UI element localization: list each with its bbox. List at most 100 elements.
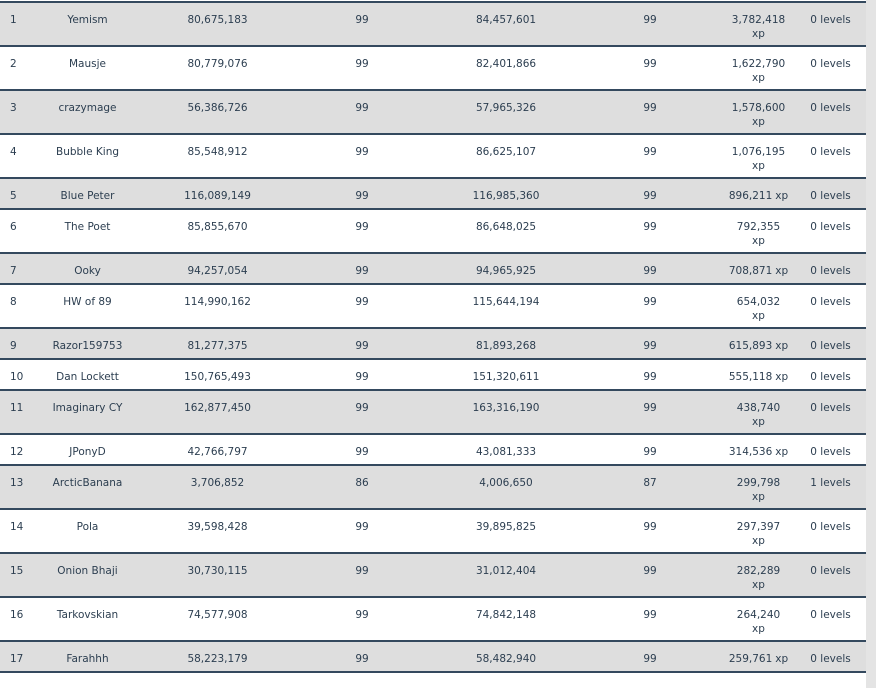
xp-unit: xp <box>752 72 765 84</box>
current-xp: 43,081,333 <box>434 433 578 466</box>
levels-gained: 1 levels <box>795 464 866 510</box>
rank-cell: 5 <box>0 177 30 210</box>
rank-cell: 12 <box>0 433 30 466</box>
start-level: 99 <box>290 508 434 554</box>
player-name: The Poet <box>30 208 145 254</box>
xp-value: 264,240 <box>736 609 781 621</box>
xp-unit: xp <box>775 653 789 665</box>
table-row: 17 Farahhh 58,223,179 99 58,482,940 99 259,761… <box>0 640 866 673</box>
current-level: 99 <box>578 133 722 179</box>
levels-gained: 0 levels <box>795 327 866 360</box>
player-name: Tarkovskian <box>30 596 145 642</box>
xp-value: 555,118 <box>728 371 773 383</box>
rank-cell: 7 <box>0 252 30 285</box>
start-level: 99 <box>290 133 434 179</box>
table-row: 4 Bubble King 85,548,912 99 86,625,107 99 1,07… <box>0 133 866 179</box>
start-level: 99 <box>290 552 434 598</box>
start-xp: 39,598,428 <box>145 508 290 554</box>
table-row: 6 The Poet 85,855,670 99 86,648,025 99 792,355… <box>0 208 866 254</box>
current-xp: 57,965,326 <box>434 89 578 135</box>
table-row: 5 Blue Peter 116,089,149 99 116,985,360 99 896… <box>0 177 866 210</box>
rank-cell: 15 <box>0 552 30 598</box>
start-level: 86 <box>290 464 434 510</box>
xp-value: 3,782,418 <box>731 14 786 26</box>
player-name: crazymage <box>30 89 145 135</box>
xp-value: 1,076,195 <box>731 146 786 158</box>
xp-value: 314,536 <box>728 446 773 458</box>
rank-cell: 10 <box>0 358 30 391</box>
current-xp: 31,012,404 <box>434 552 578 598</box>
table-row: 10 Dan Lockett 150,765,493 99 151,320,611 99 5… <box>0 358 866 391</box>
current-xp: 84,457,601 <box>434 1 578 47</box>
rank-cell: 14 <box>0 508 30 554</box>
table-row: 13 ArcticBanana 3,706,852 86 4,006,650 87 299,… <box>0 464 866 510</box>
current-xp: 86,648,025 <box>434 208 578 254</box>
levels-gained: 0 levels <box>795 208 866 254</box>
start-level: 99 <box>290 1 434 47</box>
table-row: 16 Tarkovskian 74,577,908 99 74,842,148 99 264… <box>0 596 866 642</box>
page-edge <box>866 0 876 688</box>
levels-gained: 0 levels <box>795 508 866 554</box>
start-level: 99 <box>290 208 434 254</box>
current-xp: 39,895,825 <box>434 508 578 554</box>
current-level: 99 <box>578 89 722 135</box>
player-name: Onion Bhaji <box>30 552 145 598</box>
leaderboard-table: 1 Yemism 80,675,183 99 84,457,601 99 3,782,418… <box>0 1 866 673</box>
current-xp: 94,965,925 <box>434 252 578 285</box>
start-xp: 30,730,115 <box>145 552 290 598</box>
xp-gained: 264,240 xp <box>722 596 795 642</box>
xp-value: 792,355 <box>736 221 781 233</box>
current-level: 99 <box>578 433 722 466</box>
xp-value: 1,622,790 <box>731 58 786 70</box>
xp-gained: 896,211 xp <box>722 177 795 210</box>
current-level: 99 <box>578 45 722 91</box>
current-xp: 86,625,107 <box>434 133 578 179</box>
xp-value: 708,871 <box>728 265 773 277</box>
levels-gained: 0 levels <box>795 1 866 47</box>
table-row: 3 crazymage 56,386,726 99 57,965,326 99 1,578,… <box>0 89 866 135</box>
levels-gained: 0 levels <box>795 358 866 391</box>
start-xp: 81,277,375 <box>145 327 290 360</box>
rank-cell: 2 <box>0 45 30 91</box>
player-name: ArcticBanana <box>30 464 145 510</box>
current-level: 99 <box>578 1 722 47</box>
rank-cell: 1 <box>0 1 30 47</box>
table-row: 9 Razor159753 81,277,375 99 81,893,268 99 615,… <box>0 327 866 360</box>
xp-unit: xp <box>775 371 789 383</box>
xp-gained: 708,871 xp <box>722 252 795 285</box>
current-level: 99 <box>578 208 722 254</box>
xp-value: 297,397 <box>736 521 781 533</box>
player-name: JPonyD <box>30 433 145 466</box>
xp-value: 259,761 <box>728 653 773 665</box>
xp-unit: xp <box>752 491 765 503</box>
current-level: 99 <box>578 252 722 285</box>
current-level: 99 <box>578 283 722 329</box>
xp-gained: 654,032 xp <box>722 283 795 329</box>
table-row: 8 HW of 89 114,990,162 99 115,644,194 99 654,0… <box>0 283 866 329</box>
start-xp: 58,223,179 <box>145 640 290 673</box>
xp-unit: xp <box>752 623 765 635</box>
xp-gained: 1,076,195 xp <box>722 133 795 179</box>
levels-gained: 0 levels <box>795 89 866 135</box>
xp-unit: xp <box>775 340 789 352</box>
xp-value: 654,032 <box>736 296 781 308</box>
current-xp: 81,893,268 <box>434 327 578 360</box>
table-row: 11 Imaginary CY 162,877,450 99 163,316,190 99… <box>0 389 866 435</box>
start-xp: 3,706,852 <box>145 464 290 510</box>
player-name: Dan Lockett <box>30 358 145 391</box>
rank-cell: 8 <box>0 283 30 329</box>
xp-unit: xp <box>775 190 789 202</box>
table-row: 2 Mausje 80,779,076 99 82,401,866 99 1,622,790… <box>0 45 866 91</box>
start-level: 99 <box>290 177 434 210</box>
start-xp: 94,257,054 <box>145 252 290 285</box>
current-level: 99 <box>578 389 722 435</box>
current-xp: 115,644,194 <box>434 283 578 329</box>
xp-gained: 314,536 xp <box>722 433 795 466</box>
current-level: 99 <box>578 327 722 360</box>
current-level: 99 <box>578 177 722 210</box>
xp-gained: 1,622,790 xp <box>722 45 795 91</box>
player-name: HW of 89 <box>30 283 145 329</box>
xp-gained: 259,761 xp <box>722 640 795 673</box>
xp-gained: 792,355 xp <box>722 208 795 254</box>
start-level: 99 <box>290 89 434 135</box>
